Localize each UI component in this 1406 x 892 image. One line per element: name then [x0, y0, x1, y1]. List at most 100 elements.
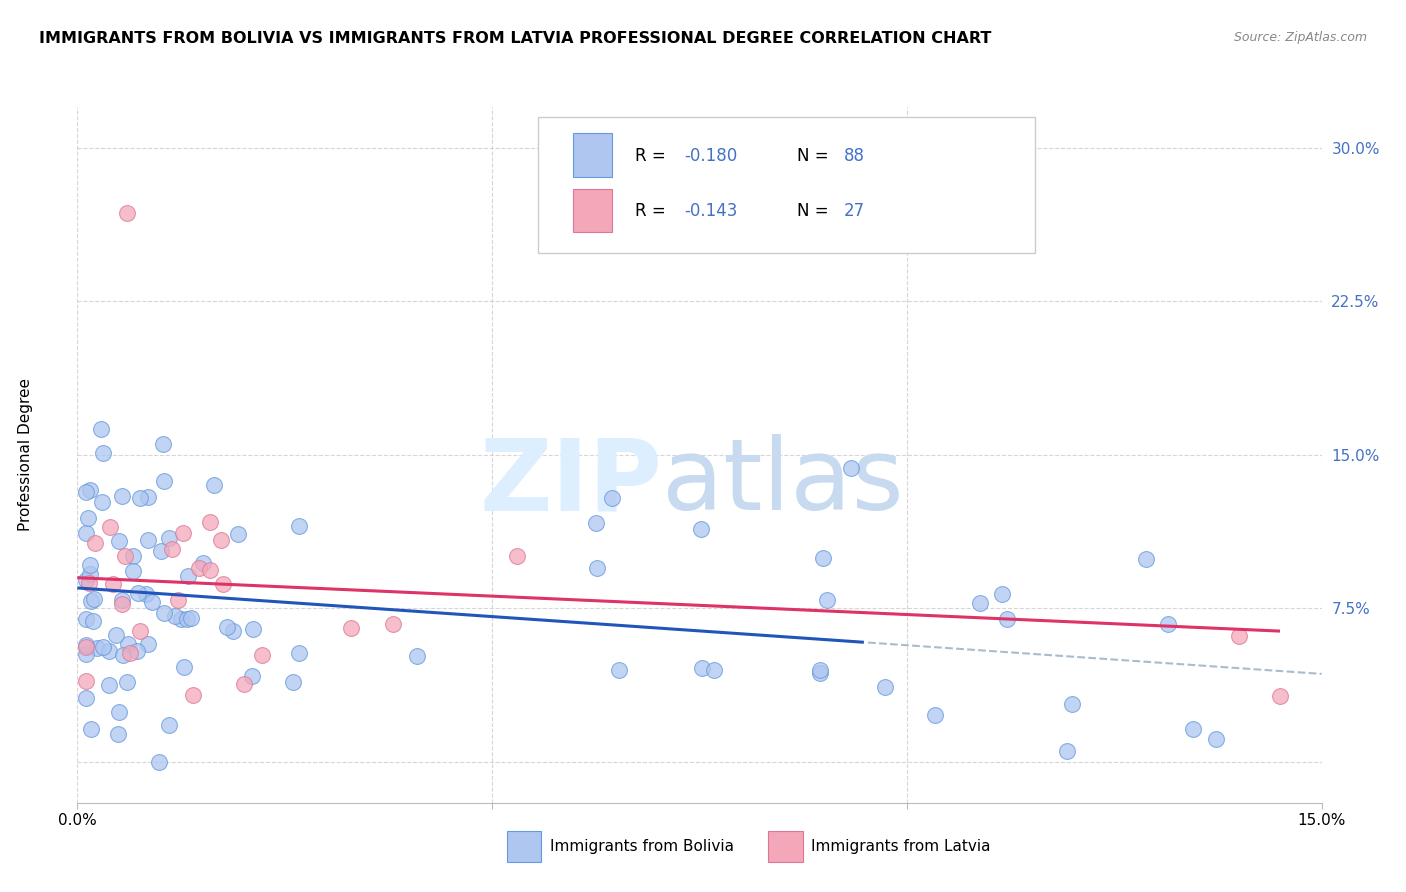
Point: [240, 669, 263, 683]
Point: [1227, 629, 1250, 643]
Point: [77, 511, 100, 525]
Point: [111, 592, 134, 607]
FancyBboxPatch shape: [572, 189, 613, 232]
Text: IMMIGRANTS FROM BOLIVIA VS IMMIGRANTS FROM LATVIA PROFESSIONAL DEGREE CORRELATIO: IMMIGRANTS FROM BOLIVIA VS IMMIGRANTS FR…: [39, 31, 991, 46]
Point: [127, 643, 149, 657]
Text: 27: 27: [844, 202, 865, 220]
Point: [75, 525, 97, 540]
Point: [211, 576, 233, 591]
Point: [170, 611, 193, 625]
Point: [79, 558, 101, 572]
Point: [183, 688, 205, 702]
Point: [91, 446, 114, 460]
Point: [167, 593, 190, 607]
Text: N =: N =: [797, 202, 834, 220]
Point: [1157, 617, 1180, 632]
Point: [924, 707, 946, 722]
Point: [163, 608, 186, 623]
Point: [209, 533, 232, 548]
Point: [1062, 697, 1084, 711]
Point: [172, 526, 194, 541]
Text: Source: ZipAtlas.com: Source: ZipAtlas.com: [1233, 31, 1367, 45]
Point: [75, 640, 97, 654]
Point: [808, 666, 831, 681]
Point: [136, 491, 159, 505]
Point: [148, 755, 170, 769]
Point: [288, 646, 311, 660]
Point: [128, 491, 150, 505]
FancyBboxPatch shape: [506, 830, 541, 862]
Point: [141, 595, 163, 609]
Point: [990, 587, 1012, 601]
Point: [75, 573, 97, 587]
Point: [703, 663, 725, 677]
FancyBboxPatch shape: [537, 118, 1035, 253]
Point: [969, 596, 991, 610]
Point: [1135, 552, 1157, 566]
Point: [101, 576, 124, 591]
Point: [873, 680, 896, 694]
Point: [111, 597, 134, 611]
Point: [152, 606, 174, 620]
Point: [98, 643, 121, 657]
Point: [122, 564, 145, 578]
Point: [692, 661, 714, 675]
Point: [136, 533, 159, 547]
Text: -0.180: -0.180: [685, 147, 738, 165]
Point: [136, 637, 159, 651]
Point: [198, 563, 221, 577]
Point: [215, 620, 238, 634]
Point: [75, 638, 97, 652]
FancyBboxPatch shape: [768, 830, 803, 862]
Point: [86, 641, 108, 656]
Point: [173, 660, 195, 674]
Point: [135, 587, 157, 601]
Point: [221, 624, 243, 639]
Text: Immigrants from Latvia: Immigrants from Latvia: [811, 839, 991, 855]
Point: [841, 461, 863, 475]
Point: [1056, 744, 1078, 758]
Point: [97, 678, 120, 692]
Point: [811, 551, 834, 566]
Point: [108, 534, 131, 549]
Point: [127, 586, 149, 600]
Point: [115, 206, 138, 220]
Point: [1182, 722, 1205, 736]
Point: [191, 556, 214, 570]
Point: [381, 617, 404, 632]
Text: Professional Degree: Professional Degree: [18, 378, 32, 532]
Point: [157, 531, 180, 545]
Point: [198, 515, 221, 529]
Point: [808, 663, 831, 677]
Point: [602, 491, 624, 505]
Point: [233, 677, 256, 691]
Point: [75, 691, 97, 706]
Point: [339, 621, 361, 635]
Point: [111, 489, 134, 503]
Point: [242, 622, 264, 636]
Point: [226, 526, 249, 541]
Point: [79, 483, 101, 497]
Point: [100, 520, 122, 534]
Point: [75, 647, 97, 661]
Point: [75, 674, 97, 689]
FancyBboxPatch shape: [572, 134, 613, 177]
Text: R =: R =: [634, 147, 671, 165]
Point: [153, 474, 176, 488]
Point: [108, 706, 131, 720]
Point: [107, 727, 129, 741]
Point: [75, 485, 97, 500]
Point: [689, 522, 711, 536]
Point: [152, 437, 174, 451]
Point: [90, 422, 112, 436]
Point: [79, 576, 101, 591]
Point: [281, 675, 304, 690]
Point: [202, 478, 225, 492]
Point: [406, 648, 429, 663]
Text: R =: R =: [634, 202, 671, 220]
Point: [585, 516, 607, 530]
Point: [79, 567, 101, 582]
Point: [104, 628, 127, 642]
Point: [150, 543, 173, 558]
Point: [122, 549, 145, 564]
